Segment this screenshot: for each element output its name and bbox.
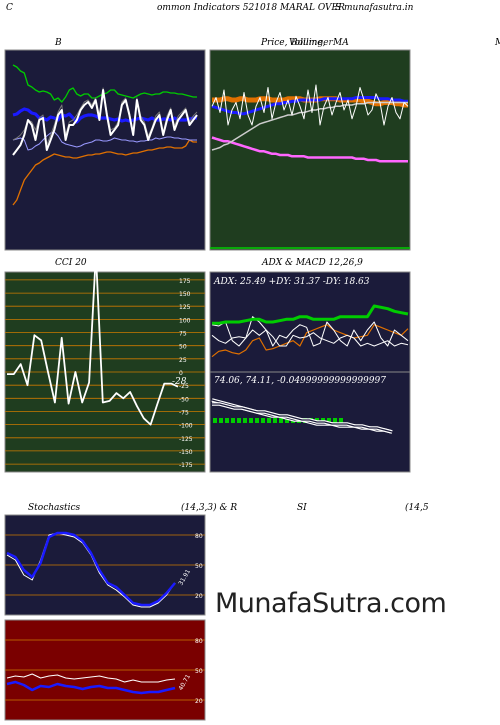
stoch-title-left: Stochastics — [28, 503, 81, 513]
rsi-tick-label: 80 — [195, 638, 203, 645]
stoch-title-si: SI — [297, 503, 307, 513]
stochastics-line-b — [6, 531, 176, 607]
bollinger-mid-band-2 — [12, 131, 197, 151]
rsi-line-b — [6, 680, 176, 695]
adx-line — [211, 316, 409, 347]
cci-line — [7, 252, 179, 426]
macd-histogram-bar — [327, 418, 331, 423]
macd-histogram-bar — [267, 418, 271, 423]
cci-tick-label: 125 — [179, 304, 191, 311]
bollinger-panel — [4, 49, 206, 251]
price-title-c: MA — [333, 38, 349, 48]
cci-tick-label: 0 — [179, 370, 183, 377]
cci-tick-label: -175 — [179, 462, 193, 469]
macd-histogram-bar — [219, 418, 223, 423]
cci-tick-label: -150 — [179, 449, 193, 456]
rsi-tick-label: 20 — [195, 698, 203, 705]
macd-signal-line-core — [212, 403, 393, 433]
cci-tick-label: 50 — [179, 344, 187, 351]
macd-histogram-bar — [225, 418, 229, 423]
macd-histogram-bar — [333, 418, 337, 423]
price-ma-white — [211, 101, 408, 151]
cci-tick-label: 75 — [179, 331, 187, 338]
stochastics-tick-label: 20 — [195, 593, 203, 600]
macd-histogram-bar — [339, 418, 343, 423]
header-left-char: C — [6, 3, 13, 13]
macd-histogram-bar — [273, 418, 277, 423]
macd-histogram-bar — [237, 418, 241, 423]
price-ma-pink — [211, 136, 408, 163]
adx-title: ADX & MACD 12,26,9 — [262, 258, 363, 268]
price-close-line — [211, 84, 409, 126]
adx-green-line — [212, 304, 409, 325]
header-title: ommon Indicators 521018 MARAL OVER — [157, 3, 345, 13]
price-title-b: Volume, — [289, 38, 326, 48]
adx-minus-dy-line — [211, 329, 409, 347]
macd-histogram-bar — [213, 418, 217, 423]
bollinger-upper-band — [12, 64, 197, 103]
bollinger-price-line — [12, 89, 198, 156]
stochastics-tick-label: 80 — [195, 533, 203, 540]
rsi-tick-label: 50 — [195, 668, 203, 675]
bollinger-lower-band — [12, 139, 197, 206]
macd-histogram-bar — [243, 418, 247, 423]
rsi-line-a — [6, 673, 176, 683]
cci-value-label: -28 — [172, 377, 187, 387]
adx-readout: ADX: 25.49 +DY: 31.37 -DY: 18.63 — [214, 277, 370, 287]
bollinger-title: B — [55, 38, 62, 48]
cci-tick-label: 175 — [179, 278, 191, 285]
price-panel — [209, 49, 411, 251]
stoch-title-right: (14,5 — [405, 503, 429, 513]
right-edge-label: M — [495, 38, 500, 48]
cci-tick-label: 25 — [179, 357, 187, 364]
macd-histogram-bar — [261, 418, 265, 423]
macd-histogram-bar — [249, 418, 253, 423]
header-site: S munafasutra.in — [335, 3, 414, 13]
macd-histogram-bar — [279, 418, 283, 423]
stochastics-tick-label: 50 — [195, 563, 203, 570]
cci-title: CCI 20 — [55, 258, 87, 268]
macd-histogram-bar — [255, 418, 259, 423]
macd-histogram-bar — [285, 418, 289, 423]
cci-tick-label: -125 — [179, 436, 193, 443]
cci-tick-label: 100 — [179, 317, 191, 324]
cci-tick-label: -100 — [179, 423, 193, 430]
macd-readout: 74.06, 74.11, -0.04999999999999997 — [214, 376, 386, 386]
price-title-overlay: Bollinger — [291, 38, 333, 48]
cci-tick-label: 150 — [179, 291, 191, 298]
macd-histogram-bar — [231, 418, 235, 423]
price-title-a: Price, — [261, 38, 288, 48]
watermark: MunafaSutra.com — [215, 588, 447, 619]
cci-tick-label: -25 — [179, 383, 189, 390]
cci-tick-label: -75 — [179, 410, 189, 417]
stoch-title-mid: (14,3,3) & R — [181, 503, 238, 513]
cci-tick-label: -50 — [179, 396, 189, 403]
